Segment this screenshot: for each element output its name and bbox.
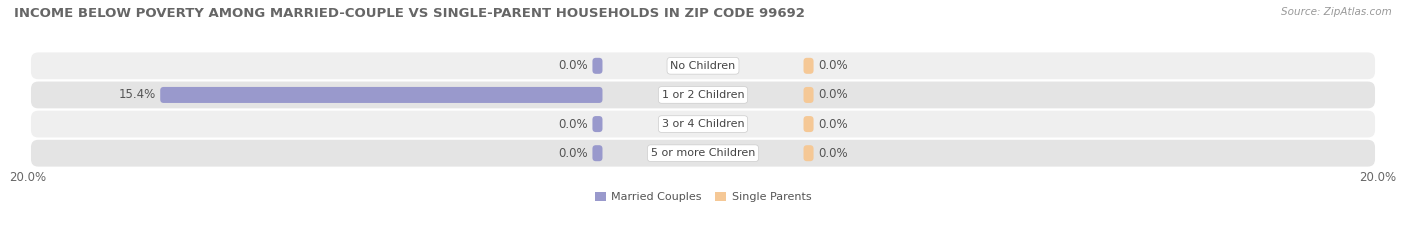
Text: 0.0%: 0.0% [818,89,848,101]
FancyBboxPatch shape [160,87,603,103]
FancyBboxPatch shape [31,111,1375,137]
Text: 0.0%: 0.0% [818,59,848,72]
Text: Source: ZipAtlas.com: Source: ZipAtlas.com [1281,7,1392,17]
FancyBboxPatch shape [31,140,1375,167]
FancyBboxPatch shape [803,116,814,132]
Text: 5 or more Children: 5 or more Children [651,148,755,158]
Text: 0.0%: 0.0% [558,118,588,130]
FancyBboxPatch shape [31,82,1375,108]
Text: 3 or 4 Children: 3 or 4 Children [662,119,744,129]
FancyBboxPatch shape [803,87,814,103]
FancyBboxPatch shape [31,52,1375,79]
FancyBboxPatch shape [803,145,814,161]
Text: 0.0%: 0.0% [558,147,588,160]
Text: 15.4%: 15.4% [118,89,156,101]
Text: INCOME BELOW POVERTY AMONG MARRIED-COUPLE VS SINGLE-PARENT HOUSEHOLDS IN ZIP COD: INCOME BELOW POVERTY AMONG MARRIED-COUPL… [14,7,804,20]
FancyBboxPatch shape [592,116,603,132]
Text: No Children: No Children [671,61,735,71]
FancyBboxPatch shape [592,145,603,161]
Text: 0.0%: 0.0% [558,59,588,72]
Text: 0.0%: 0.0% [818,147,848,160]
FancyBboxPatch shape [803,58,814,74]
Text: 0.0%: 0.0% [818,118,848,130]
Text: 1 or 2 Children: 1 or 2 Children [662,90,744,100]
Legend: Married Couples, Single Parents: Married Couples, Single Parents [591,187,815,206]
FancyBboxPatch shape [592,58,603,74]
